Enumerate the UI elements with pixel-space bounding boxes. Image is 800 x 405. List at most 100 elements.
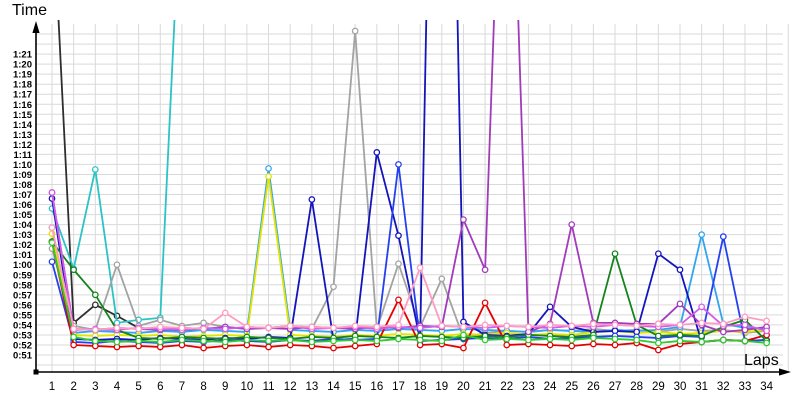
series-marker-limegreen xyxy=(243,336,251,344)
y-tick-label: 1:00 xyxy=(13,260,32,271)
x-tick-label: 15 xyxy=(349,381,362,393)
series-marker-purple xyxy=(676,300,684,308)
series-marker-pink xyxy=(243,323,251,331)
series-marker-limegreen xyxy=(351,336,359,344)
y-tick-label: 1:18 xyxy=(13,80,32,91)
y-axis-arrow-icon xyxy=(32,21,40,33)
series-marker-pink xyxy=(200,325,207,333)
series-marker-pink xyxy=(719,320,727,328)
series-marker-gray xyxy=(395,260,402,268)
series-marker-gray xyxy=(113,261,121,269)
series-marker-pink xyxy=(178,324,186,332)
y-tick-label: 1:02 xyxy=(13,240,32,251)
y-tick-label: 1:20 xyxy=(13,60,32,71)
x-tick-label: 24 xyxy=(544,381,557,393)
x-tick-label: 2 xyxy=(70,381,76,393)
series-marker-pink xyxy=(113,324,121,332)
series-marker-limegreen xyxy=(568,336,576,344)
y-tick-label: 1:04 xyxy=(13,220,33,231)
series-marker-pink xyxy=(265,324,272,332)
x-tick-label: 26 xyxy=(587,381,600,393)
series-marker-limegreen xyxy=(503,335,511,343)
y-tick-label: 0:57 xyxy=(13,290,32,301)
series-line-blue xyxy=(51,163,767,344)
series-marker-cyan xyxy=(91,166,99,173)
series-marker-limegreen xyxy=(416,336,424,344)
x-tick-label: 22 xyxy=(500,381,513,393)
y-tick-label: 1:05 xyxy=(13,210,33,221)
x-tick-label: 4 xyxy=(114,381,121,393)
x-tick-label: 30 xyxy=(674,381,687,393)
x-tick-label: 7 xyxy=(179,381,185,393)
y-tick-label: 0:56 xyxy=(13,300,32,311)
series-marker-red xyxy=(481,299,489,307)
y-tick-label: 1:07 xyxy=(13,190,32,201)
series-marker-red xyxy=(70,341,78,349)
series-marker-pink xyxy=(330,324,337,332)
x-tick-label: 5 xyxy=(135,381,141,393)
series-line-yellow xyxy=(51,175,767,338)
series-marker-darkgreen xyxy=(611,250,619,258)
x-axis-tick-labels: 1 2 3 4 5 6 7 8 9 10 11 12 13 14 15 16 17 18 19 20 21 22 23 24 2… xyxy=(49,381,774,393)
y-tick-label: 1:12 xyxy=(13,140,32,151)
series-marker-limegreen xyxy=(676,337,684,345)
x-tick-label: 17 xyxy=(392,381,405,393)
series-line-red xyxy=(51,241,767,351)
series-marker-red xyxy=(590,340,597,348)
series-marker-red xyxy=(611,341,619,349)
series-marker-blue xyxy=(48,258,56,266)
series-marker-skyblue xyxy=(698,231,706,238)
series-marker-magenta xyxy=(221,325,229,333)
series-marker-blue xyxy=(395,161,402,168)
series-marker-gray xyxy=(156,316,164,324)
y-tick-label: 0:55 xyxy=(13,310,33,321)
series-marker-red xyxy=(395,296,402,304)
y-tick-label: 1:21 xyxy=(13,50,33,61)
series-marker-pink xyxy=(676,321,684,329)
series-marker-magenta xyxy=(741,321,749,329)
x-tick-label: 3 xyxy=(92,381,98,393)
series-marker-purple xyxy=(719,328,727,336)
series-marker-pink xyxy=(156,323,164,331)
x-tick-label: 16 xyxy=(370,381,383,393)
x-tick-label: 19 xyxy=(435,381,448,393)
series-marker-limegreen xyxy=(308,338,316,346)
y-tick-label: 0:58 xyxy=(13,280,32,291)
series-marker-limegreen xyxy=(590,334,597,342)
x-tick-label: 21 xyxy=(479,381,492,393)
series-marker-limegreen xyxy=(763,339,770,347)
x-tick-label: 14 xyxy=(327,381,340,393)
series-marker-red xyxy=(654,346,662,354)
series-marker-pink xyxy=(611,321,619,329)
series-marker-darkgreen xyxy=(698,332,706,340)
series-marker-magenta xyxy=(763,327,770,335)
series-marker-limegreen xyxy=(741,337,749,345)
y-axis-tick-labels: 0:510:520:530:540:550:560:570:580:591:00… xyxy=(13,50,33,362)
y-axis-title: Time xyxy=(12,2,47,19)
series-marker-limegreen xyxy=(654,339,662,347)
series-marker-skyblue xyxy=(265,165,272,172)
series-marker-darkgreen xyxy=(91,291,99,299)
x-tick-label: 1 xyxy=(49,381,55,393)
y-tick-label: 0:59 xyxy=(13,270,32,281)
x-tick-label: 12 xyxy=(284,381,297,393)
series-line-limegreen xyxy=(51,242,767,344)
x-tick-label: 33 xyxy=(739,381,752,393)
series-marker-pink xyxy=(633,322,641,330)
y-tick-label: 1:01 xyxy=(13,250,33,261)
series-marker-red xyxy=(568,342,576,350)
series-marker-limegreen xyxy=(48,239,56,247)
series-marker-red xyxy=(503,341,511,349)
series-marker-pink xyxy=(590,320,597,328)
x-tick-label: 8 xyxy=(200,381,206,393)
series-marker-limegreen xyxy=(395,335,402,343)
series-marker-pink xyxy=(741,313,749,321)
y-tick-label: 1:15 xyxy=(13,110,33,121)
series-marker-pink xyxy=(91,326,99,334)
series-marker-pink xyxy=(546,321,554,329)
series-marker-pink xyxy=(351,322,359,330)
x-tick-label: 28 xyxy=(630,381,643,393)
series-marker-pink xyxy=(654,320,662,328)
series-marker-limegreen xyxy=(156,338,164,346)
series-marker-navy xyxy=(395,232,402,239)
